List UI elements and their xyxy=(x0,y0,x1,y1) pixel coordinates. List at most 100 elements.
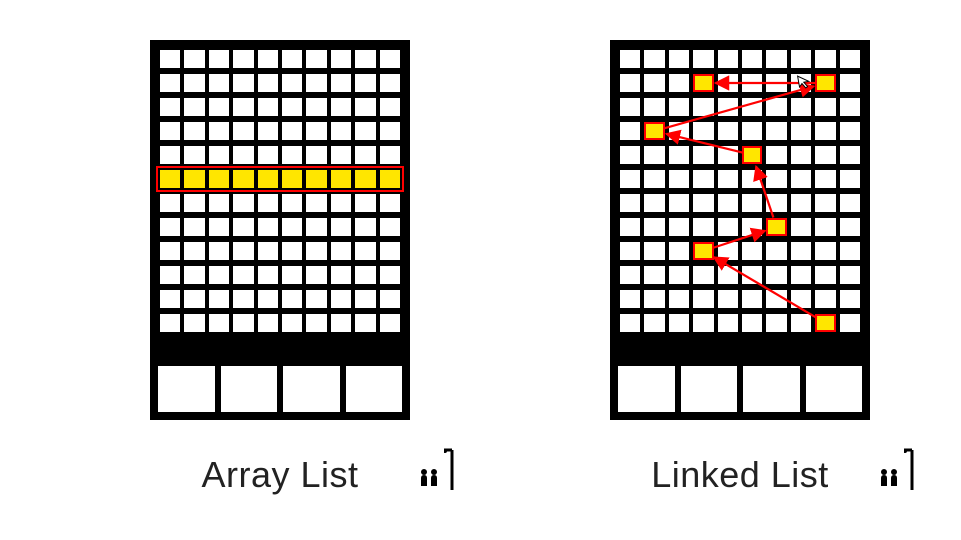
window-cell xyxy=(306,290,326,308)
window-cell xyxy=(669,266,689,284)
window-cell xyxy=(644,74,664,92)
window-cell xyxy=(380,50,400,68)
window-cell xyxy=(840,170,860,188)
window-cell xyxy=(306,194,326,212)
window-cell xyxy=(184,170,204,188)
window-cell xyxy=(380,314,400,332)
window-cell xyxy=(160,314,180,332)
door xyxy=(346,366,403,412)
window-cell xyxy=(718,242,738,260)
window-cell xyxy=(306,314,326,332)
window-cell xyxy=(644,122,664,140)
window-cell xyxy=(233,98,253,116)
window-cell xyxy=(791,50,811,68)
window-cell xyxy=(840,98,860,116)
window-cell xyxy=(355,194,375,212)
window-cell xyxy=(160,290,180,308)
window-cell xyxy=(331,242,351,260)
window-cell xyxy=(282,122,302,140)
array-list-building xyxy=(150,40,410,420)
window-cell xyxy=(669,218,689,236)
window-cell xyxy=(644,314,664,332)
window-cell xyxy=(815,74,835,92)
window-cell xyxy=(306,218,326,236)
window-cell xyxy=(209,194,229,212)
window-cell xyxy=(766,74,786,92)
window-cell xyxy=(160,74,180,92)
window-cell xyxy=(620,290,640,308)
window-cell xyxy=(644,290,664,308)
window-cell xyxy=(693,314,713,332)
window-cell xyxy=(693,50,713,68)
window-cell xyxy=(282,266,302,284)
window-cell xyxy=(693,218,713,236)
window-cell xyxy=(693,98,713,116)
window-cell xyxy=(742,170,762,188)
window-cell xyxy=(766,170,786,188)
window-cell xyxy=(209,218,229,236)
window-cell xyxy=(840,122,860,140)
window-cell xyxy=(620,74,640,92)
window-cell xyxy=(644,194,664,212)
window-cell xyxy=(620,194,640,212)
window-cell xyxy=(815,122,835,140)
window-cell xyxy=(160,218,180,236)
window-cell xyxy=(693,146,713,164)
window-cell xyxy=(718,314,738,332)
window-cell xyxy=(791,98,811,116)
window-cell xyxy=(815,98,835,116)
window-cell xyxy=(815,218,835,236)
window-cell xyxy=(742,290,762,308)
window-cell xyxy=(233,242,253,260)
window-cell xyxy=(644,170,664,188)
window-cell xyxy=(209,98,229,116)
window-cell xyxy=(669,242,689,260)
window-cell xyxy=(282,98,302,116)
street-lamp-icon xyxy=(904,446,916,490)
window-cell xyxy=(380,74,400,92)
window-cell xyxy=(184,194,204,212)
mouse-cursor-icon xyxy=(795,72,814,95)
window-cell xyxy=(742,98,762,116)
array-list-panel: Array List xyxy=(80,40,480,496)
window-cell xyxy=(331,194,351,212)
window-grid xyxy=(620,50,860,332)
window-cell xyxy=(742,146,762,164)
window-cell xyxy=(380,122,400,140)
window-cell xyxy=(669,50,689,68)
window-cell xyxy=(184,98,204,116)
window-cell xyxy=(766,122,786,140)
window-cell xyxy=(233,146,253,164)
window-cell xyxy=(815,314,835,332)
window-cell xyxy=(331,122,351,140)
window-cell xyxy=(791,266,811,284)
window-cell xyxy=(620,218,640,236)
door xyxy=(806,366,863,412)
window-cell xyxy=(718,122,738,140)
window-cell xyxy=(306,170,326,188)
window-cell xyxy=(791,290,811,308)
window-cell xyxy=(766,314,786,332)
window-cell xyxy=(233,74,253,92)
window-cell xyxy=(791,146,811,164)
window-cell xyxy=(840,242,860,260)
window-cell xyxy=(258,194,278,212)
window-cell xyxy=(669,314,689,332)
window-cell xyxy=(258,146,278,164)
window-cell xyxy=(306,242,326,260)
window-cell xyxy=(355,74,375,92)
window-cell xyxy=(233,314,253,332)
door xyxy=(618,366,675,412)
window-cell xyxy=(815,50,835,68)
window-cell xyxy=(644,266,664,284)
window-cell xyxy=(282,242,302,260)
window-cell xyxy=(644,242,664,260)
window-cell xyxy=(840,194,860,212)
window-cell xyxy=(815,170,835,188)
window-cell xyxy=(331,98,351,116)
window-cell xyxy=(815,290,835,308)
window-cell xyxy=(258,242,278,260)
window-cell xyxy=(766,194,786,212)
window-cell xyxy=(742,218,762,236)
window-cell xyxy=(718,50,738,68)
